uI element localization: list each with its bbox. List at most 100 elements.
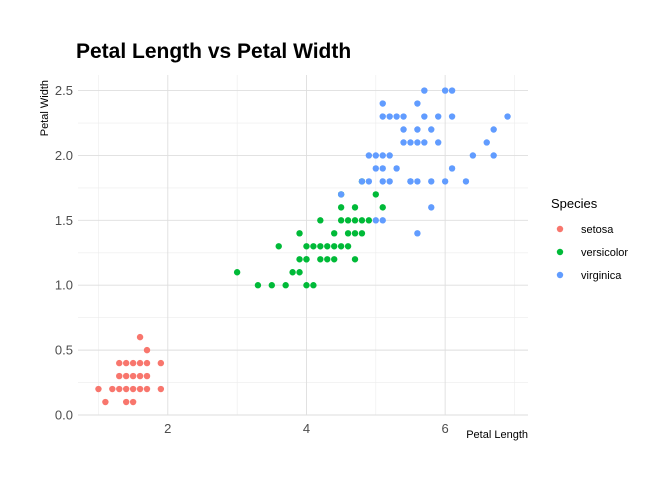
point-virginica — [428, 178, 435, 185]
grid — [78, 75, 528, 416]
point-virginica — [407, 178, 414, 185]
x-axis-label: Petal Length — [466, 429, 528, 441]
point-setosa — [157, 385, 165, 393]
point-versicolor — [365, 217, 373, 224]
point-setosa — [122, 398, 130, 406]
point-virginica — [462, 178, 470, 185]
point-virginica — [372, 217, 380, 224]
point-versicolor — [303, 282, 310, 289]
point-versicolor — [351, 217, 359, 224]
point-setosa — [109, 385, 116, 393]
point-setosa — [143, 385, 151, 393]
point-setosa — [129, 372, 137, 380]
point-setosa — [129, 385, 137, 393]
point-virginica — [372, 152, 380, 159]
point-versicolor — [324, 256, 331, 263]
point-versicolor — [282, 282, 289, 289]
point-virginica — [414, 230, 421, 237]
legend-key-versicolor — [556, 248, 564, 256]
point-virginica — [421, 87, 428, 94]
point-versicolor — [296, 230, 303, 237]
point-versicolor — [317, 217, 324, 224]
point-versicolor — [372, 191, 380, 198]
point-virginica — [379, 178, 386, 185]
x-tick-label: 4 — [303, 421, 310, 436]
point-versicolor — [351, 256, 359, 263]
point-versicolor — [233, 269, 241, 276]
point-versicolor — [358, 217, 366, 224]
point-virginica — [414, 100, 421, 107]
point-virginica — [448, 87, 456, 94]
point-virginica — [421, 139, 428, 146]
point-versicolor — [310, 243, 317, 250]
legend-label-setosa: setosa — [581, 224, 614, 236]
point-versicolor — [289, 269, 296, 276]
point-versicolor — [337, 217, 345, 224]
point-versicolor — [351, 230, 359, 237]
legend: Species setosa versicolor virginica — [551, 196, 628, 282]
point-virginica — [504, 113, 511, 120]
point-versicolor — [379, 204, 386, 211]
point-versicolor — [344, 230, 352, 237]
point-setosa — [136, 359, 144, 367]
point-virginica — [428, 126, 435, 133]
point-virginica — [379, 165, 386, 172]
point-versicolor — [317, 256, 324, 263]
point-versicolor — [337, 204, 345, 211]
point-versicolor — [275, 243, 282, 250]
point-virginica — [386, 152, 393, 159]
point-virginica — [379, 113, 386, 120]
point-setosa — [116, 372, 123, 380]
point-virginica — [379, 152, 386, 159]
point-virginica — [469, 152, 477, 159]
point-setosa — [102, 398, 109, 406]
point-versicolor — [303, 243, 310, 250]
point-virginica — [400, 139, 407, 146]
legend-items: setosa versicolor virginica — [556, 224, 628, 282]
point-setosa — [157, 359, 165, 367]
y-axis-label: Petal Width — [39, 80, 51, 136]
y-tick-label: 1.0 — [55, 278, 73, 293]
point-virginica — [386, 113, 393, 120]
point-virginica — [448, 165, 456, 172]
point-versicolor — [324, 243, 331, 250]
point-versicolor — [337, 243, 345, 250]
point-virginica — [414, 126, 421, 133]
chart-title: Petal Length vs Petal Width — [76, 40, 351, 63]
point-setosa — [122, 385, 130, 393]
point-virginica — [358, 178, 366, 185]
legend-label-versicolor: versicolor — [581, 247, 628, 259]
point-versicolor — [344, 217, 352, 224]
point-virginica — [483, 139, 490, 146]
point-virginica — [414, 178, 421, 185]
point-versicolor — [331, 230, 338, 237]
point-versicolor — [254, 282, 262, 289]
point-virginica — [393, 113, 400, 120]
point-virginica — [365, 152, 373, 159]
point-virginica — [337, 191, 345, 198]
y-tick-label: 0.5 — [55, 343, 73, 358]
point-versicolor — [303, 256, 310, 263]
point-virginica — [386, 178, 393, 185]
point-virginica — [372, 165, 380, 172]
y-tick-label: 0.0 — [55, 408, 73, 423]
point-virginica — [407, 139, 414, 146]
point-virginica — [490, 152, 497, 159]
point-versicolor — [358, 230, 366, 237]
point-versicolor — [296, 269, 303, 276]
point-virginica — [490, 126, 497, 133]
point-setosa — [143, 372, 151, 380]
legend-key-virginica — [556, 271, 564, 279]
point-versicolor — [317, 243, 324, 250]
x-tick-label: 6 — [442, 421, 449, 436]
point-setosa — [136, 385, 144, 393]
point-versicolor — [331, 256, 338, 263]
point-virginica — [441, 87, 449, 94]
x-tick-label: 2 — [164, 421, 171, 436]
point-versicolor — [344, 243, 352, 250]
point-setosa — [129, 398, 137, 406]
point-versicolor — [351, 204, 359, 211]
data-points — [95, 87, 511, 406]
y-tick-label: 1.5 — [55, 213, 73, 228]
